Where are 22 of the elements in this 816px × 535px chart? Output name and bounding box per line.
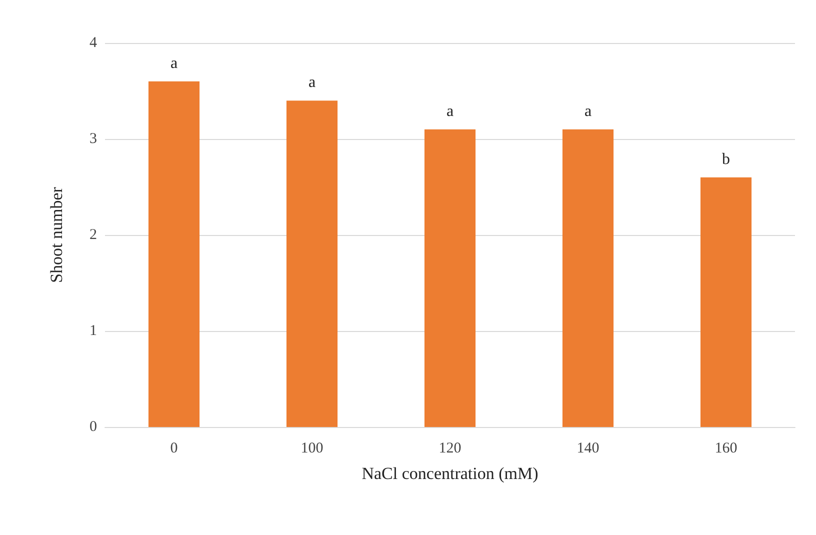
bar	[700, 177, 752, 427]
bar	[424, 129, 476, 427]
annotation: a	[446, 102, 454, 120]
annotation: a	[308, 74, 316, 92]
y-tick-label: 1	[90, 323, 97, 339]
bar	[562, 129, 614, 427]
y-tick-label: 0	[90, 419, 97, 435]
x-tick-label: 140	[576, 440, 600, 456]
y-axis-title: Shoot number	[47, 186, 66, 283]
x-axis-title: NaCl concentration (mM)	[362, 464, 538, 483]
x-tick-label: 0	[170, 440, 178, 456]
annotation: b	[722, 150, 730, 168]
x-tick-label: 160	[714, 440, 738, 456]
annotation: a	[584, 102, 592, 120]
bar	[286, 100, 338, 427]
x-tick-label: 100	[300, 440, 324, 456]
y-tick-label: 2	[90, 227, 97, 243]
y-tick-label: 4	[90, 35, 98, 51]
x-tick-label: 120	[438, 440, 462, 456]
annotation: a	[170, 54, 178, 72]
y-tick-label: 3	[90, 131, 97, 147]
bar	[148, 81, 200, 427]
